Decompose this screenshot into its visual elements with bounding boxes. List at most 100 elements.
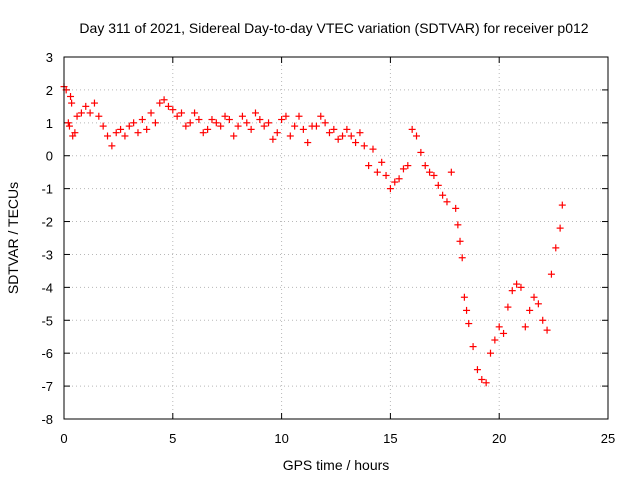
data-point xyxy=(217,123,224,130)
data-point xyxy=(361,142,368,149)
y-tick-label: -8 xyxy=(41,412,53,427)
data-point xyxy=(339,132,346,139)
data-point xyxy=(291,123,298,130)
data-point xyxy=(143,126,150,133)
data-point xyxy=(439,192,446,199)
data-point xyxy=(474,366,481,373)
data-point xyxy=(343,126,350,133)
data-point xyxy=(409,126,416,133)
data-point xyxy=(87,109,94,116)
x-tick-label: 10 xyxy=(274,431,288,446)
plot-frame xyxy=(64,57,608,419)
data-point xyxy=(335,136,342,143)
x-tick-label: 20 xyxy=(492,431,506,446)
data-point xyxy=(465,320,472,327)
y-tick-label: -6 xyxy=(41,346,53,361)
data-point xyxy=(330,126,337,133)
data-point xyxy=(552,244,559,251)
data-point xyxy=(278,116,285,123)
data-point xyxy=(548,271,555,278)
data-point xyxy=(296,113,303,120)
data-point xyxy=(391,179,398,186)
data-point xyxy=(300,126,307,133)
data-point xyxy=(463,307,470,314)
data-point xyxy=(404,162,411,169)
data-point xyxy=(104,132,111,139)
data-point xyxy=(134,129,141,136)
data-point xyxy=(235,123,242,130)
data-point xyxy=(187,119,194,126)
data-point xyxy=(74,113,81,120)
data-point xyxy=(256,116,263,123)
data-point xyxy=(174,113,181,120)
data-point xyxy=(369,146,376,153)
data-point xyxy=(126,123,133,130)
ticks xyxy=(64,57,608,419)
data-point xyxy=(252,109,259,116)
data-point xyxy=(304,139,311,146)
data-point xyxy=(282,113,289,120)
data-point xyxy=(374,169,381,176)
data-point xyxy=(383,172,390,179)
data-point xyxy=(156,100,163,107)
data-point xyxy=(204,126,211,133)
data-point xyxy=(230,132,237,139)
data-point xyxy=(417,149,424,156)
data-point xyxy=(287,132,294,139)
y-tick-label: 1 xyxy=(46,116,53,131)
data-point xyxy=(243,119,250,126)
data-point xyxy=(108,142,115,149)
data-point xyxy=(313,123,320,130)
data-point xyxy=(470,343,477,350)
data-point xyxy=(531,294,538,301)
data-point xyxy=(91,100,98,107)
data-point xyxy=(82,103,89,110)
data-point xyxy=(95,113,102,120)
data-points xyxy=(61,83,566,386)
data-point xyxy=(326,129,333,136)
data-point xyxy=(483,379,490,386)
data-point xyxy=(378,159,385,166)
data-point xyxy=(526,307,533,314)
tick-labels: 0 5 10 15 20 25 -8 -7 -6 -5 -4 -3 -2 -1 0 1 2 3 xyxy=(41,50,615,446)
data-point xyxy=(213,119,220,126)
data-point xyxy=(66,123,73,130)
data-point xyxy=(396,175,403,182)
data-point xyxy=(448,169,455,176)
data-point xyxy=(348,132,355,139)
x-tick-label: 5 xyxy=(169,431,176,446)
data-point xyxy=(265,119,272,126)
data-point xyxy=(182,123,189,130)
data-point xyxy=(559,202,566,209)
data-point xyxy=(78,109,85,116)
data-point xyxy=(544,327,551,334)
data-point xyxy=(478,376,485,383)
data-point xyxy=(67,93,74,100)
chart-title: Day 311 of 2021, Sidereal Day-to-day VTE… xyxy=(79,20,588,36)
data-point xyxy=(152,119,159,126)
data-point xyxy=(443,198,450,205)
data-point xyxy=(426,169,433,176)
x-tick-label: 15 xyxy=(383,431,397,446)
y-axis-label: SDTVAR / TECUs xyxy=(5,182,21,294)
data-point xyxy=(65,119,72,126)
data-point xyxy=(454,221,461,228)
y-tick-label: -1 xyxy=(41,182,53,197)
data-point xyxy=(513,281,520,288)
data-point xyxy=(457,238,464,245)
y-tick-label: -4 xyxy=(41,280,53,295)
data-point xyxy=(522,323,529,330)
data-point xyxy=(365,162,372,169)
data-point xyxy=(130,119,137,126)
data-point xyxy=(121,132,128,139)
y-tick-label: -7 xyxy=(41,379,53,394)
grid xyxy=(64,57,608,419)
data-point xyxy=(356,129,363,136)
y-tick-label: 0 xyxy=(46,149,53,164)
data-point xyxy=(117,126,124,133)
y-tick-label: -3 xyxy=(41,247,53,262)
data-point xyxy=(191,109,198,116)
y-tick-label: -2 xyxy=(41,215,53,230)
data-point xyxy=(352,139,359,146)
data-point xyxy=(200,129,207,136)
